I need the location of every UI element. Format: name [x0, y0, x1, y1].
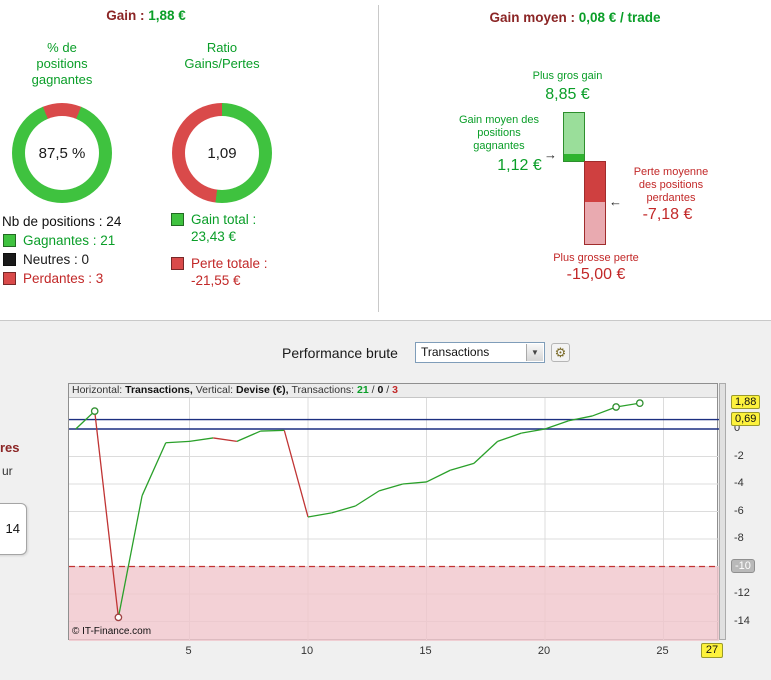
average-gain-panel: Gain moyen : 0,08 € / trade — [379, 0, 771, 320]
total-loss-swatch — [171, 257, 184, 270]
legend-losers: Perdantes : 3 — [3, 271, 103, 286]
equity-curve-plot[interactable]: Horizontal: Transactions, Vertical: Devi… — [68, 383, 719, 641]
plot-header: Horizontal: Transactions, Vertical: Devi… — [69, 384, 717, 398]
y-axis-value-badge: 1,88 — [731, 395, 761, 410]
side-fragment-text: res — [0, 440, 20, 455]
gain-value: 1,88 € — [148, 8, 186, 23]
avg-loss-bar-label: Perte moyenne des positions perdantes — [633, 166, 709, 204]
dropdown-selected-value: Transactions — [421, 345, 490, 359]
donut-hole — [185, 116, 259, 190]
chart-settings-button[interactable]: ⚙ — [551, 343, 570, 362]
chart-settings-icon: ⚙ — [554, 345, 567, 360]
y-axis-tick: 0 — [734, 422, 741, 434]
legend-neutral: Neutres : 0 — [3, 252, 89, 267]
total-gain-label: Gain total : — [191, 212, 257, 227]
gain-label: Gain : — [106, 8, 145, 23]
chevron-down-icon[interactable]: ▼ — [526, 344, 543, 361]
winners-label: Gagnantes : 21 — [23, 233, 116, 248]
y-axis-labels: 0 -2 -4 -6 -8 -10 -12 -14 1,88 0,69 — [731, 383, 771, 640]
max-gain-label: Plus gros gain — [532, 70, 603, 82]
ratio-value: 1,09 — [207, 144, 237, 162]
total-gain-swatch — [171, 213, 184, 226]
plot-header-part: / — [368, 384, 378, 396]
total-gain-value: 23,43 € — [191, 229, 237, 244]
winners-swatch — [3, 234, 16, 247]
winrate-value: 87,5 % — [38, 144, 86, 162]
vertical-divider — [378, 5, 379, 312]
y-axis-tick: -6 — [734, 504, 744, 517]
watermark: © IT-Finance.com — [72, 626, 152, 637]
side-fragment-text2: ur — [2, 464, 13, 478]
horizontal-divider — [0, 320, 771, 321]
gain-header: Gain : 1,88 € — [0, 8, 292, 23]
plot-header-part: 21 — [357, 384, 369, 396]
plot-header-part: Devise (€), — [236, 384, 292, 396]
avg-loss-segment — [585, 162, 605, 202]
avg-gain-bar-label: Gain moyen des positions gagnantes — [458, 114, 540, 152]
plot-header-part: Horizontal: — [72, 384, 126, 396]
legend-winners: Gagnantes : 21 — [3, 233, 115, 248]
x-axis-tick: 5 — [185, 645, 192, 657]
losers-swatch — [3, 272, 16, 285]
plot-header-part: Vertical: — [195, 384, 236, 396]
transactions-dropdown[interactable]: Transactions ▼ — [415, 342, 545, 363]
equity-curve-svg — [69, 384, 719, 641]
ratio-title: Ratio Gains/Pertes — [184, 40, 260, 71]
plot-header-part: 0 — [377, 384, 384, 396]
chart-scrollbar[interactable] — [719, 383, 726, 640]
total-gain-item: Gain total : 23,43 € — [171, 212, 256, 244]
x-axis-tick: 15 — [419, 645, 432, 657]
x-axis-tick: 10 — [300, 645, 314, 657]
x-axis-labels: 5 10 15 20 25 27 — [68, 643, 768, 660]
y-axis-tick: -14 — [734, 614, 750, 627]
loss-bar — [584, 161, 606, 245]
avg-gain-value: 0,08 € / trade — [578, 10, 661, 25]
avg-gain-label: Gain moyen : — [489, 10, 575, 25]
arrow-left-icon: ← — [609, 194, 622, 209]
plot-header-part: Transactions, — [125, 384, 196, 396]
gain-loss-bar-chart — [563, 112, 607, 246]
y-axis-tick: -8 — [734, 532, 744, 544]
plot-header-part: / — [383, 384, 393, 396]
y-axis-tick: -10 — [731, 558, 755, 573]
chart-title: Performance brute — [282, 345, 398, 361]
avg-gain-header: Gain moyen : 0,08 € / trade — [379, 10, 771, 25]
total-loss-item: Perte totale : -21,55 € — [171, 256, 268, 288]
gain-bar — [563, 112, 585, 162]
plot-header-part: Transactions: — [291, 384, 358, 396]
neutral-swatch — [3, 253, 16, 266]
x-axis-tick: 20 — [537, 645, 551, 657]
x-axis-value-badge: 27 — [700, 643, 724, 658]
winrate-title: % de positions gagnantes — [31, 40, 93, 87]
donut-hole — [25, 116, 99, 190]
y-axis-value-badge: 0,69 — [731, 411, 761, 426]
losers-label: Perdantes : 3 — [23, 271, 104, 286]
arrow-right-icon: → — [544, 147, 557, 162]
y-axis-tick: -4 — [734, 477, 744, 489]
total-loss-label: Perte totale : — [191, 256, 268, 271]
neutral-label: Neutres : 0 — [23, 252, 90, 267]
avg-gain-bar-value: 1,12 € — [497, 157, 542, 174]
gain-panel: Gain : 1,88 € % de positions gagnantes 8… — [0, 0, 378, 320]
max-loss-value: -15,00 € — [566, 266, 626, 283]
side-fragment-input[interactable]: 14 — [0, 503, 27, 555]
y-axis-tick: -2 — [734, 449, 744, 462]
avg-loss-bar-value: -7,18 € — [642, 206, 693, 223]
y-axis-tick: -12 — [734, 587, 750, 599]
x-axis-tick: 25 — [656, 645, 669, 657]
avg-gain-segment — [564, 154, 584, 161]
winrate-donut-chart: 87,5 % — [12, 103, 112, 203]
total-loss-value: -21,55 € — [191, 273, 241, 288]
side-fragment-value: 14 — [5, 521, 20, 536]
plot-header-part: 3 — [392, 384, 398, 396]
ratio-donut-chart: 1,09 — [172, 103, 272, 203]
max-loss-label: Plus grosse perte — [553, 252, 639, 264]
positions-count: Nb de positions : 24 — [2, 214, 122, 229]
max-gain-value: 8,85 € — [545, 86, 590, 103]
